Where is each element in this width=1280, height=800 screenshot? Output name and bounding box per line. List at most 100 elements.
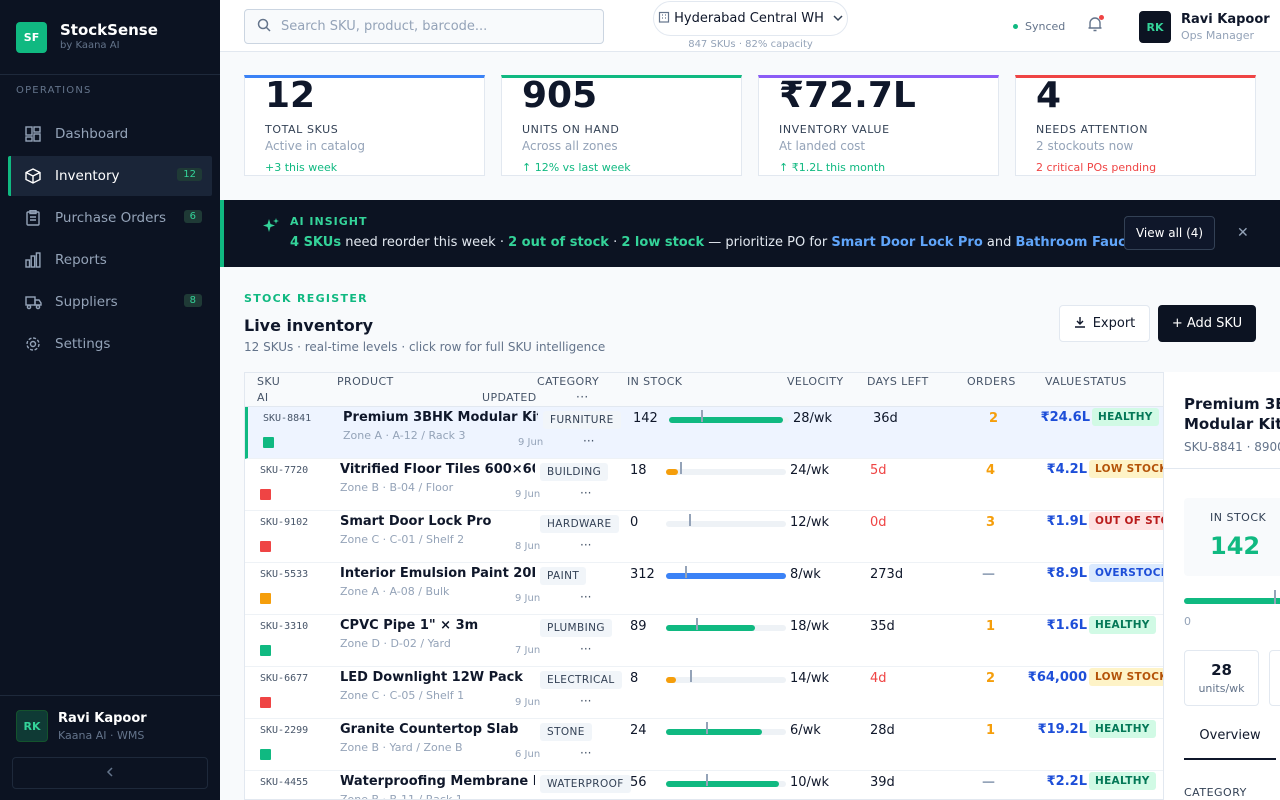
ai-indicator	[260, 489, 271, 500]
sidebar-item-suppliers[interactable]: Suppliers 8	[8, 282, 212, 322]
product-name[interactable]: Interior Emulsion Paint 20L	[340, 566, 535, 581]
table-row[interactable]: SKU-5533 Interior Emulsion Paint 20L Zone …	[245, 563, 1163, 615]
kpi-delta: ↑ 12% vs last week	[522, 161, 631, 174]
product-name[interactable]: Waterproofing Membrane Roll	[340, 774, 535, 789]
sidebar-item-purchase-orders[interactable]: Purchase Orders 6	[8, 198, 212, 238]
stock-level-fill	[669, 417, 783, 423]
search-box[interactable]	[244, 9, 604, 44]
more-icon[interactable]: ···	[583, 434, 595, 448]
clipboard-icon	[24, 209, 42, 227]
table-row[interactable]: SKU-7720 Vitrified Floor Tiles 600×600 Zon…	[245, 459, 1163, 511]
ai-indicator	[263, 437, 274, 448]
add-sku-button[interactable]: + Add SKU	[1158, 305, 1256, 342]
table-row[interactable]: SKU-2299 Granite Countertop Slab Zone B · …	[245, 719, 1163, 771]
column-header-value[interactable]: VALUE	[1045, 375, 1082, 388]
product-location: Zone D · D-02 / Yard	[340, 637, 451, 650]
sku-code: SKU-3310	[260, 621, 309, 632]
open-orders: 4	[985, 463, 995, 478]
gear-icon	[24, 335, 42, 353]
brand: SF StockSense by Kaana AI	[0, 0, 220, 75]
view-all-button[interactable]: View all (4)	[1124, 216, 1215, 250]
product-name[interactable]: Smart Door Lock Pro	[340, 514, 492, 529]
search-icon	[257, 18, 271, 36]
more-icon[interactable]: ···	[580, 798, 591, 799]
export-button[interactable]: Export	[1059, 305, 1150, 342]
more-icon[interactable]: ···	[580, 590, 592, 604]
stock-level-bar	[666, 670, 786, 683]
sidebar-user[interactable]: RK Ravi Kapoor Kaana AI · WMS	[0, 695, 220, 756]
column-header-in-stock[interactable]: IN STOCK	[627, 375, 683, 388]
header-user-menu[interactable]: RK Ravi Kapoor Ops Manager	[1139, 11, 1270, 43]
column-header-orders[interactable]: ORDERS	[967, 375, 1016, 388]
sidebar-item-reports[interactable]: Reports	[8, 240, 212, 280]
product-name[interactable]: Premium 3BHK Modular Kitchen Set	[343, 410, 538, 425]
tab-overview[interactable]: Overview	[1184, 728, 1276, 760]
product-name[interactable]: CPVC Pipe 1" × 3m	[340, 618, 479, 633]
stat-value: 28	[1211, 661, 1232, 679]
more-icon[interactable]: ···	[580, 642, 592, 656]
column-header-updated[interactable]: UPDATED	[482, 391, 537, 404]
reorder-marker	[705, 774, 708, 786]
table-header: SKU AI PRODUCT UPDATED CATEGORY ··· IN S…	[245, 373, 1163, 407]
product-location: Zone A · A-12 / Rack 3	[343, 429, 466, 442]
status-badge: HEALTHY	[1092, 408, 1159, 426]
column-header-velocity[interactable]: VELOCITY	[787, 375, 844, 388]
insight-fragment: need reorder this week ·	[341, 235, 509, 250]
notifications-button[interactable]	[1088, 15, 1104, 36]
sidebar-item-inventory[interactable]: Inventory 12	[8, 156, 212, 196]
sidebar-item-settings[interactable]: Settings	[8, 324, 212, 364]
updated-date: 9 Jun	[515, 593, 541, 604]
more-icon[interactable]: ···	[580, 538, 592, 552]
sku-code: SKU-2299	[260, 725, 309, 736]
product-name[interactable]: Vitrified Floor Tiles 600×600	[340, 462, 535, 477]
reorder-marker	[690, 670, 692, 682]
column-header-days-left[interactable]: DAYS LEFT	[867, 375, 929, 388]
column-header-sku[interactable]: SKU	[257, 375, 281, 388]
insight-fragment: ·	[608, 235, 622, 250]
more-icon[interactable]: ···	[580, 746, 592, 760]
status-badge: OVERSTOCK	[1089, 564, 1163, 582]
kpi-subtext: Active in catalog	[265, 139, 365, 153]
brand-sub: by Kaana AI	[60, 40, 120, 51]
stock-value: ₹24.6L	[1040, 410, 1090, 425]
stock-level-fill	[666, 729, 762, 735]
table-row[interactable]: SKU-9102 Smart Door Lock Pro Zone C · C-01…	[245, 511, 1163, 563]
stock-value: ₹19.2L	[1037, 722, 1087, 737]
ai-insight-banner: AI INSIGHT 4 SKUs need reorder this week…	[220, 200, 1280, 267]
close-icon[interactable]: ✕	[1237, 225, 1249, 241]
column-header-status[interactable]: STATUS	[1083, 375, 1127, 388]
count-badge: 12	[177, 168, 202, 181]
reorder-marker	[705, 722, 708, 734]
table-row[interactable]: SKU-3310 CPVC Pipe 1" × 3m Zone D · D-02 /…	[245, 615, 1163, 667]
notification-dot	[1099, 15, 1104, 20]
stock-level-fill	[666, 573, 786, 579]
more-icon[interactable]: ···	[580, 486, 592, 500]
user-name: Ravi Kapoor	[58, 710, 147, 726]
reorder-marker	[696, 618, 698, 630]
more-icon[interactable]: ···	[576, 390, 589, 404]
updated-date: 9 Jun	[515, 489, 541, 500]
sidebar-item-label: Purchase Orders	[55, 210, 166, 226]
collapse-sidebar-button[interactable]	[12, 757, 208, 789]
column-header-product[interactable]: PRODUCT	[337, 375, 394, 388]
more-icon[interactable]: ···	[580, 694, 592, 708]
column-header-ai[interactable]: AI	[257, 391, 269, 404]
stock-level-fill	[666, 781, 779, 787]
sidebar-item-dashboard[interactable]: Dashboard	[8, 114, 212, 154]
insight-product-link[interactable]: Smart Door Lock Pro	[831, 235, 983, 250]
kpi-card-attention: 4 NEEDS ATTENTION 2 stockouts now 2 crit…	[1015, 75, 1256, 176]
search-input[interactable]	[281, 19, 581, 34]
sku-code: SKU-8841	[263, 413, 312, 424]
product-name[interactable]: Granite Countertop Slab	[340, 722, 519, 737]
product-name[interactable]: LED Downlight 12W Pack	[340, 670, 523, 685]
ai-indicator	[260, 749, 271, 760]
table-row[interactable]: SKU-4455 Waterproofing Membrane Roll Zone …	[245, 771, 1163, 799]
table-row[interactable]: SKU-6677 LED Downlight 12W Pack Zone C · C…	[245, 667, 1163, 719]
sidebar-item-label: Settings	[55, 336, 111, 352]
in-stock-qty: 56	[630, 775, 647, 790]
stock-level-bar	[666, 514, 786, 527]
column-header-category[interactable]: CATEGORY	[537, 375, 600, 388]
warehouse-selector[interactable]: Hyderabad Central WH	[653, 1, 848, 36]
sidebar-item-label: Inventory	[55, 168, 120, 184]
table-row[interactable]: SKU-8841 Premium 3BHK Modular Kitchen Set…	[245, 407, 1163, 459]
